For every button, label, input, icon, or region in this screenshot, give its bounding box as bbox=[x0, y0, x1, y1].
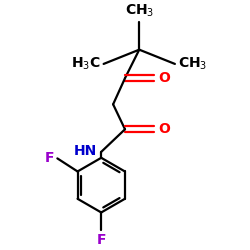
Text: F: F bbox=[44, 152, 54, 166]
Text: HN: HN bbox=[74, 144, 97, 158]
Text: F: F bbox=[96, 233, 106, 247]
Text: O: O bbox=[158, 71, 170, 85]
Text: H$_3$C: H$_3$C bbox=[71, 56, 101, 72]
Text: CH$_3$: CH$_3$ bbox=[178, 56, 207, 72]
Text: O: O bbox=[158, 122, 170, 136]
Text: CH$_3$: CH$_3$ bbox=[124, 3, 154, 20]
